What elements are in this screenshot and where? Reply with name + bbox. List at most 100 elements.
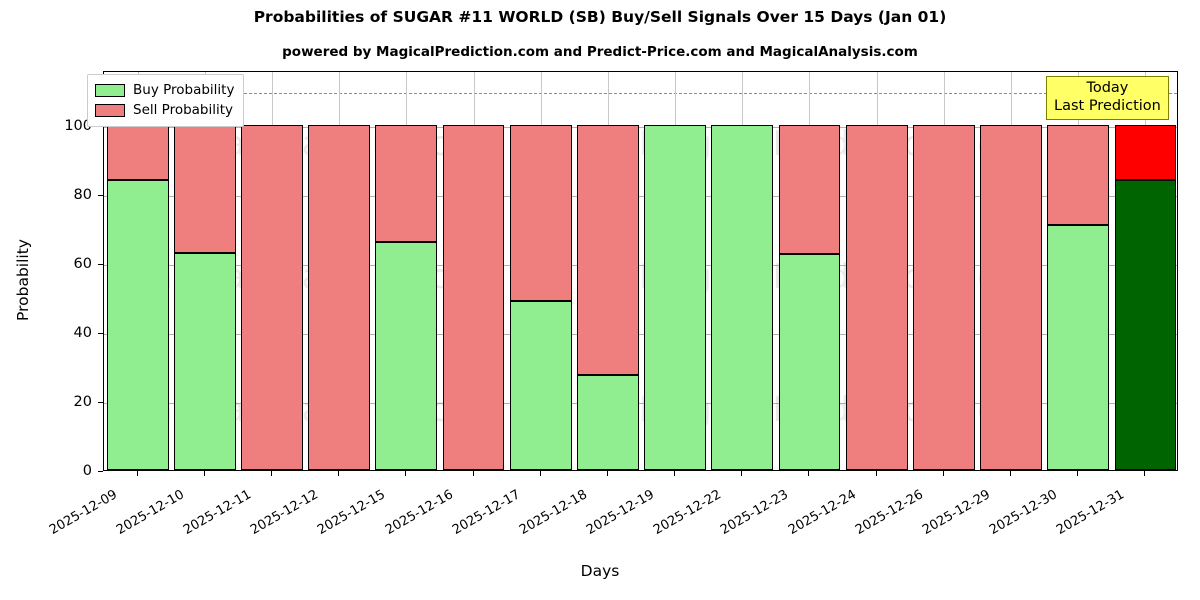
x-tick-mark: [1010, 471, 1012, 476]
bar-group[interactable]: [106, 70, 169, 470]
gridline: [104, 196, 1177, 197]
bar-segment-buy[interactable]: [778, 254, 841, 470]
x-tick-mark: [472, 471, 474, 476]
y-tick-mark: [98, 264, 103, 265]
y-tick-mark: [98, 402, 103, 403]
x-axis-tick-2025-12-17: 2025-12-17: [449, 487, 523, 538]
bar-group[interactable]: [1114, 70, 1177, 470]
x-tick-mark: [674, 471, 676, 476]
bar-group[interactable]: [308, 70, 371, 470]
bar-segment-sell[interactable]: [912, 125, 975, 470]
bar-segment-buy[interactable]: [509, 300, 572, 470]
today-annotation: Today Last Prediction: [1046, 76, 1169, 121]
bar-segment-sell[interactable]: [106, 125, 169, 181]
bar-segment-sell[interactable]: [980, 125, 1042, 470]
page-title: Probabilities of SUGAR #11 WORLD (SB) Bu…: [253, 8, 947, 26]
x-tick-mark: [405, 471, 407, 476]
bar-segment-sell-today[interactable]: [1114, 125, 1177, 181]
x-tick-mark: [338, 471, 340, 476]
x-axis-tick-2025-12-22: 2025-12-22: [651, 487, 725, 538]
x-tick-mark: [1077, 471, 1079, 476]
legend-label-sell: Sell Probability: [133, 102, 234, 118]
bar-segment-buy-today[interactable]: [1114, 180, 1177, 470]
legend-item-buy: Buy Probability: [95, 80, 234, 100]
x-tick-mark: [875, 471, 877, 476]
x-tick-mark: [270, 471, 272, 476]
bar-segment-sell[interactable]: [173, 125, 236, 253]
bar-group[interactable]: [980, 70, 1042, 470]
x-axis-tick-2025-12-24: 2025-12-24: [785, 487, 859, 538]
gridline: [104, 334, 1177, 335]
legend-swatch-buy: [95, 83, 125, 97]
bar-segment-sell[interactable]: [778, 125, 841, 255]
bar-segment-sell[interactable]: [577, 125, 639, 376]
bar-segment-buy[interactable]: [375, 242, 438, 470]
chart-legend: Buy Probability Sell Probability: [87, 74, 245, 127]
y-axis-label: Probability: [13, 239, 32, 321]
plot-area: MagicalAnalysis.comMagicalPrediction.com…: [103, 71, 1178, 471]
bar-group[interactable]: [577, 70, 639, 470]
legend-label-buy: Buy Probability: [133, 82, 235, 98]
x-axis-tick-2025-12-09: 2025-12-09: [46, 487, 120, 538]
bar-segment-sell[interactable]: [1047, 125, 1110, 226]
y-tick-mark: [98, 333, 103, 334]
bar-segment-buy[interactable]: [173, 252, 236, 470]
x-axis-tick-2025-12-31: 2025-12-31: [1054, 487, 1128, 538]
legend-swatch-sell: [95, 103, 125, 117]
bar-segment-buy[interactable]: [577, 375, 639, 470]
y-axis-tick-labels: 0 20 40 60 80 100: [40, 0, 92, 600]
today-label-line2: Last Prediction: [1054, 97, 1161, 114]
x-axis-label: Days: [580, 562, 620, 580]
chart-subtitle: powered by MagicalPrediction.com and Pre…: [282, 44, 918, 60]
bar-group[interactable]: [375, 70, 438, 470]
x-axis-tick-2025-12-12: 2025-12-12: [248, 487, 322, 538]
y-axis-tick-100: 100: [64, 118, 92, 134]
bar-group[interactable]: [509, 70, 572, 470]
bar-group[interactable]: [711, 70, 774, 470]
bar-segment-buy[interactable]: [711, 125, 774, 470]
bar-group[interactable]: [173, 70, 236, 470]
bar-group[interactable]: [912, 70, 975, 470]
x-tick-mark: [606, 471, 608, 476]
x-axis-tick-2025-12-23: 2025-12-23: [718, 487, 792, 538]
x-tick-mark: [741, 471, 743, 476]
gridline: [104, 265, 1177, 266]
bar-segment-sell[interactable]: [241, 125, 303, 470]
bar-group[interactable]: [241, 70, 303, 470]
today-label-line1: Today: [1086, 80, 1129, 96]
x-tick-mark: [1144, 471, 1146, 476]
x-tick-mark: [942, 471, 944, 476]
x-axis-tick-2025-12-15: 2025-12-15: [315, 487, 389, 538]
legend-item-sell: Sell Probability: [95, 100, 234, 120]
dashed-reference-line: [104, 92, 1177, 94]
bar-group[interactable]: [1047, 70, 1110, 470]
bar-segment-buy[interactable]: [644, 125, 706, 470]
bar-segment-sell[interactable]: [509, 125, 572, 301]
bar-segment-sell[interactable]: [375, 125, 438, 243]
y-axis-tick-40: 40: [73, 325, 92, 341]
gridline: [104, 403, 1177, 404]
bar-group[interactable]: [442, 70, 505, 470]
y-axis-tick-60: 60: [73, 256, 92, 272]
x-tick-mark: [203, 471, 205, 476]
bar-segment-sell[interactable]: [442, 125, 505, 470]
y-tick-mark: [98, 195, 103, 196]
bar-segment-sell[interactable]: [308, 125, 371, 470]
x-tick-mark: [136, 471, 138, 476]
bar-segment-sell[interactable]: [845, 125, 908, 470]
x-axis-tick-2025-12-16: 2025-12-16: [382, 487, 456, 538]
bar-segment-buy[interactable]: [1047, 225, 1110, 470]
y-axis-tick-20: 20: [73, 394, 92, 410]
bar-group[interactable]: [644, 70, 706, 470]
x-tick-mark: [539, 471, 541, 476]
x-axis-tick-2025-12-30: 2025-12-30: [987, 487, 1061, 538]
bar-group[interactable]: [845, 70, 908, 470]
y-axis-tick-0: 0: [82, 463, 92, 479]
x-axis-tick-2025-12-10: 2025-12-10: [113, 487, 187, 538]
x-axis-tick-2025-12-18: 2025-12-18: [516, 487, 590, 538]
bar-segment-buy[interactable]: [106, 180, 169, 470]
x-axis-tick-labels: 2025-12-09 2025-12-10 2025-12-11 2025-12-12…: [0, 471, 1200, 600]
bar-group[interactable]: [778, 70, 841, 470]
x-tick-mark: [808, 471, 810, 476]
